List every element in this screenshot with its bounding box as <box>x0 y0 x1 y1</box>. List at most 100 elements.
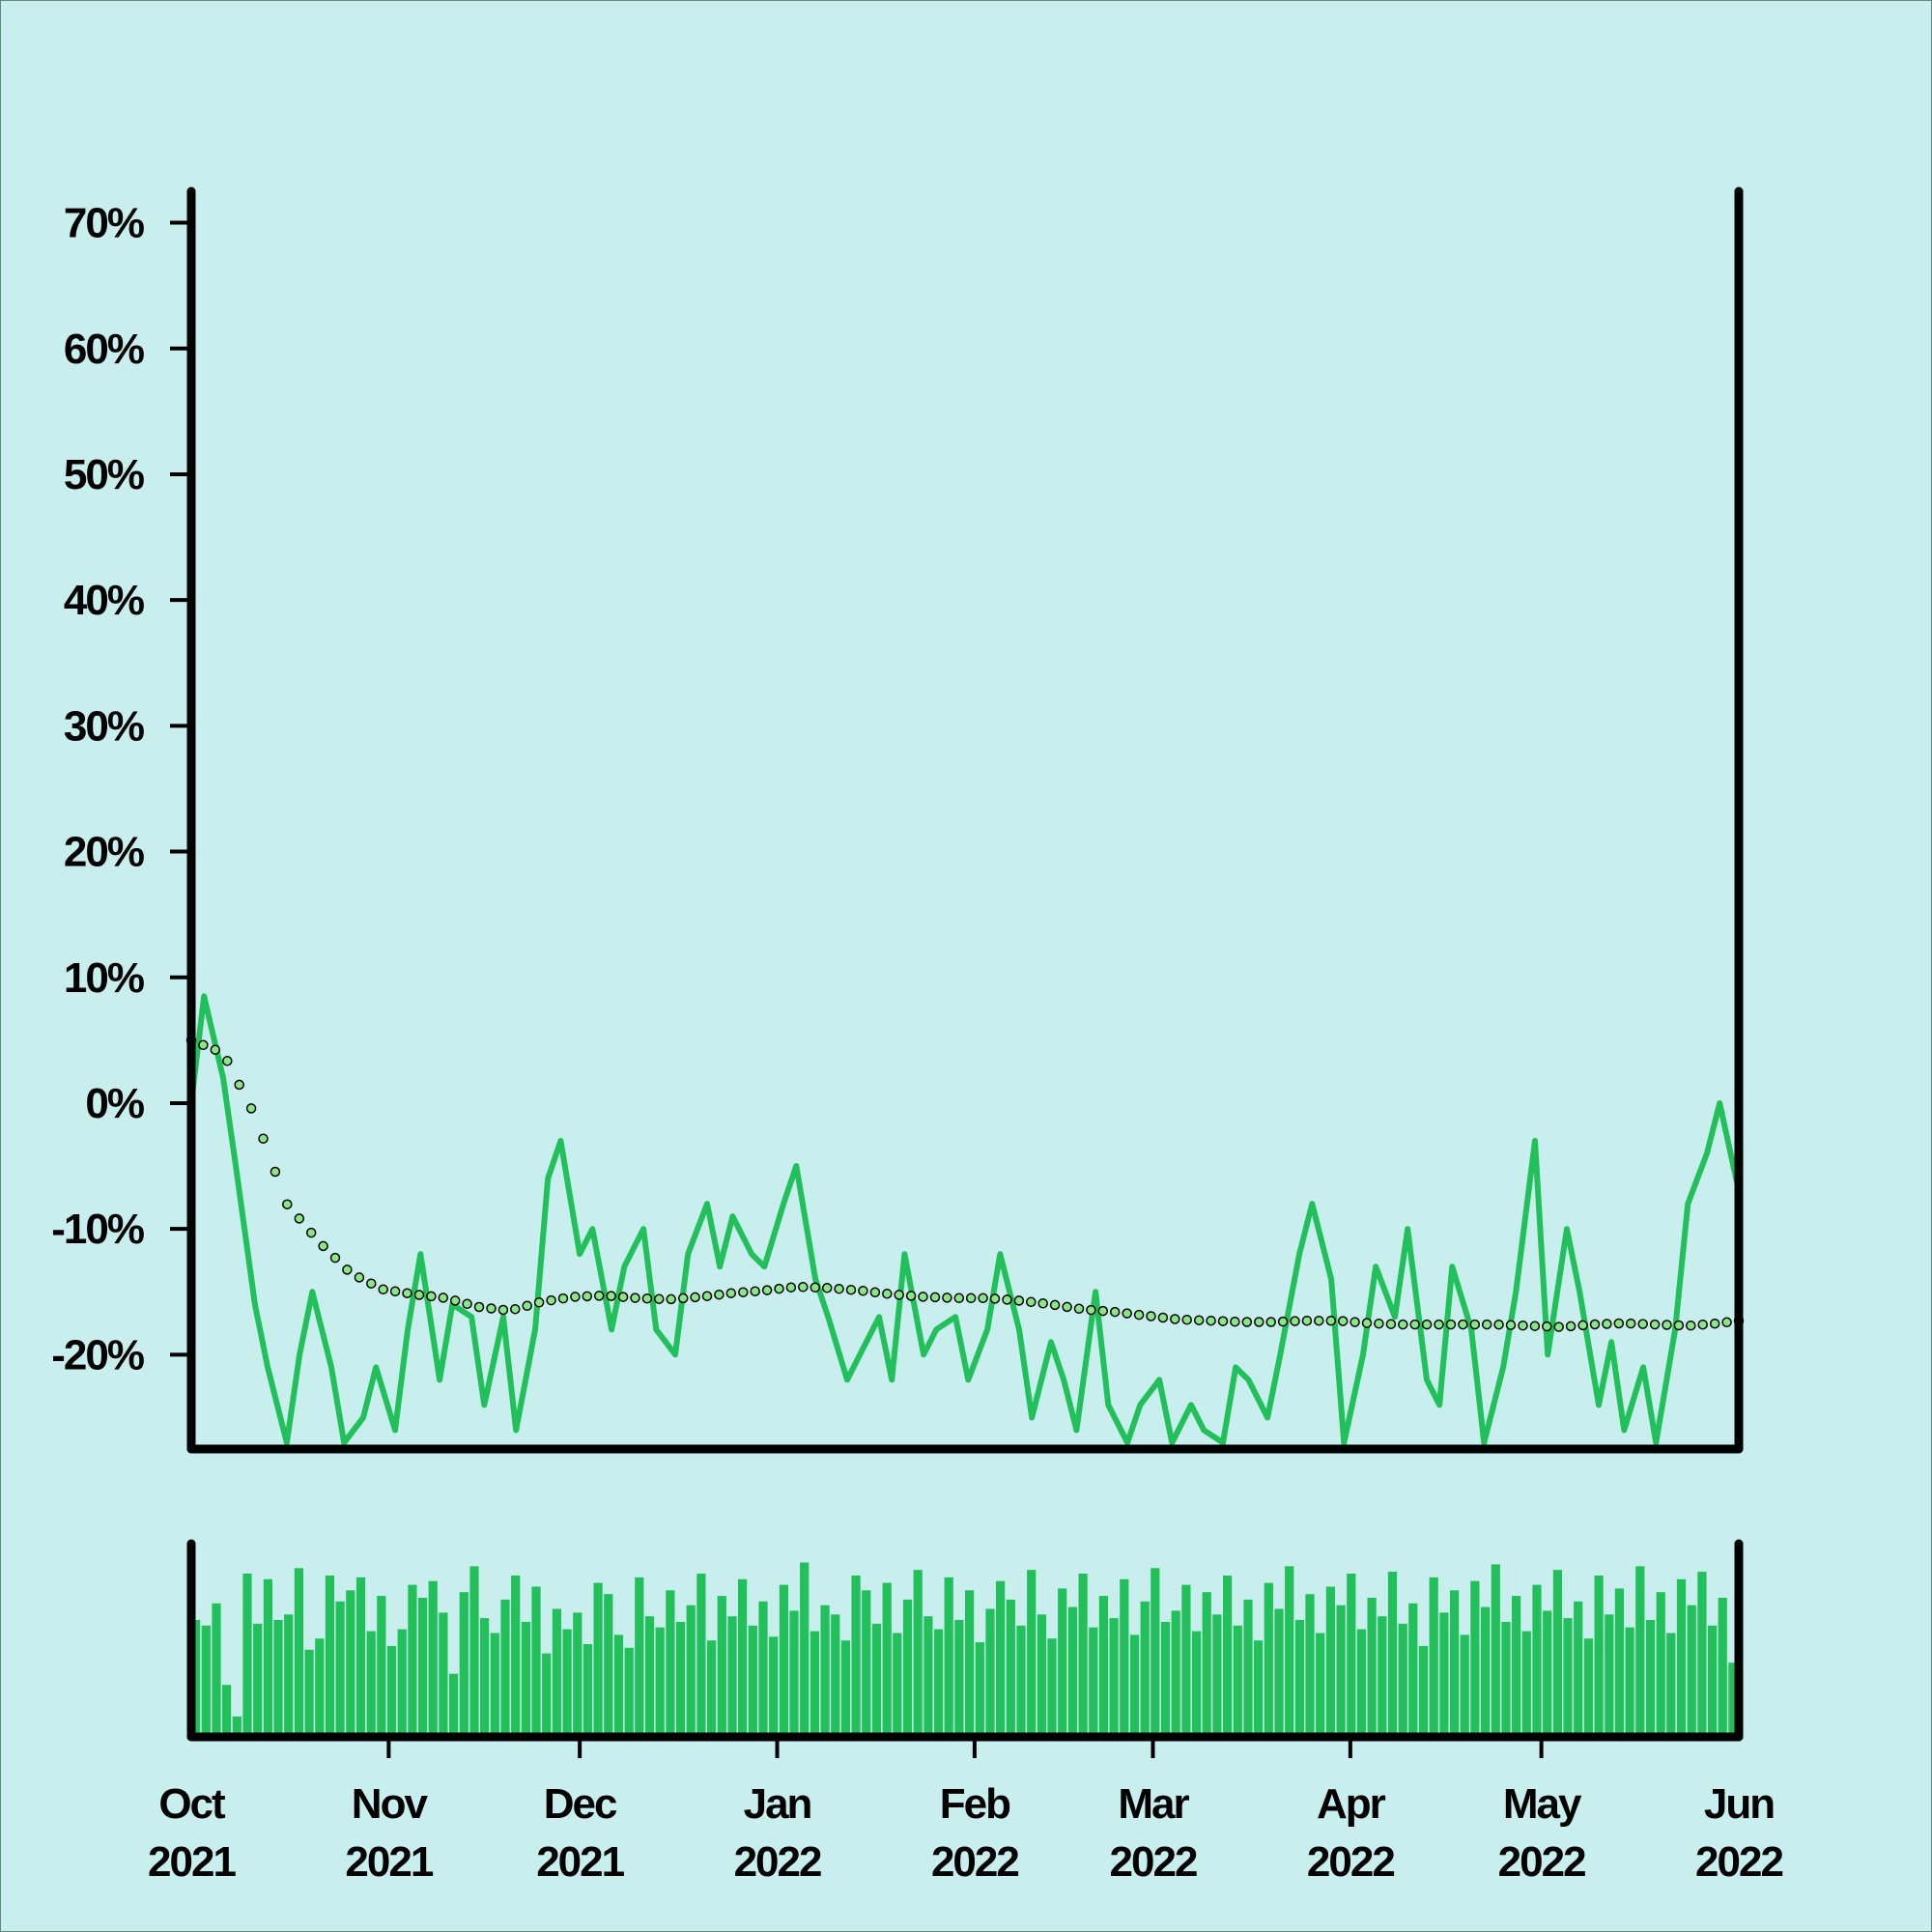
y-tick-label: 40% <box>64 577 144 624</box>
trend-dot <box>845 1284 857 1295</box>
trend-dot <box>294 1213 305 1224</box>
volume-bar <box>222 1685 232 1737</box>
trend-dot <box>1493 1319 1504 1330</box>
trend-dot <box>942 1293 952 1303</box>
trend-dot <box>1458 1319 1468 1330</box>
volume-bar <box>1614 1588 1624 1737</box>
volume-bar <box>686 1605 696 1737</box>
volume-bar <box>1481 1606 1491 1737</box>
volume-bar <box>582 1644 592 1737</box>
trend-dot <box>1542 1321 1552 1332</box>
trend-dot <box>449 1295 461 1306</box>
volume-bar <box>1605 1614 1614 1737</box>
volume-bar <box>635 1577 644 1737</box>
volume-bar <box>480 1618 490 1737</box>
volume-bar <box>573 1612 582 1737</box>
trend-dot <box>1254 1317 1264 1327</box>
volume-bar <box>511 1576 521 1737</box>
volume-bar <box>1223 1576 1233 1737</box>
volume-bar <box>1006 1599 1015 1737</box>
trend-dot <box>1350 1317 1360 1327</box>
trend-dot <box>1097 1305 1109 1317</box>
trend-dot <box>522 1300 532 1312</box>
x-tick-label-month: Dec <box>544 1780 617 1828</box>
trend-dot <box>630 1293 640 1303</box>
volume-bar <box>1254 1640 1264 1737</box>
trend-dot <box>1421 1319 1433 1330</box>
trend-dot <box>462 1298 472 1310</box>
trend-dot <box>1481 1319 1492 1330</box>
volume-bar <box>1098 1596 1108 1737</box>
volume-bar <box>1687 1605 1696 1737</box>
volume-bar <box>738 1578 748 1737</box>
volume-bar <box>500 1599 510 1737</box>
volume-bar <box>439 1612 448 1737</box>
trend-dot <box>1385 1319 1397 1329</box>
trend-dot <box>617 1292 629 1302</box>
trend-dot <box>1193 1315 1205 1325</box>
volume-bar <box>1666 1633 1676 1737</box>
volume-bar <box>758 1601 768 1737</box>
volume-bar <box>1501 1622 1511 1737</box>
volume-bar <box>1347 1574 1356 1737</box>
volume-bar <box>386 1645 397 1737</box>
volume-bar <box>325 1576 334 1737</box>
trend-dot <box>1445 1319 1457 1330</box>
trend-dot <box>677 1293 689 1304</box>
trend-dot <box>1398 1319 1408 1330</box>
volume-bar <box>985 1608 995 1737</box>
trend-dot <box>1241 1317 1253 1327</box>
trend-dot <box>1013 1295 1025 1306</box>
trend-dot <box>1265 1317 1276 1327</box>
y-tick-label: 10% <box>64 954 144 1002</box>
trend-dot <box>258 1133 269 1144</box>
volume-bar <box>1728 1662 1738 1737</box>
volume-bar <box>428 1580 438 1737</box>
trend-dot <box>882 1289 893 1299</box>
volume-bar <box>1233 1625 1242 1737</box>
volume-bar <box>1367 1598 1377 1737</box>
trend-dot <box>798 1282 809 1293</box>
trend-dot <box>1122 1308 1132 1319</box>
volume-bar <box>1439 1612 1449 1737</box>
trend-dot <box>1469 1319 1481 1330</box>
volume-bar <box>1316 1633 1325 1737</box>
volume-bar <box>377 1596 386 1737</box>
volume-bar <box>902 1599 913 1737</box>
trend-dot <box>1230 1316 1240 1327</box>
trend-dot <box>413 1290 425 1300</box>
y-tick-label: 60% <box>64 326 144 373</box>
volume-bar <box>1697 1572 1707 1737</box>
trend-dot <box>965 1293 977 1304</box>
trend-dot <box>1049 1299 1061 1311</box>
volume-bar <box>191 1620 201 1737</box>
x-tick-label-month: Jan <box>744 1780 811 1828</box>
volume-bar <box>253 1623 263 1737</box>
trend-dot <box>1529 1321 1541 1331</box>
trend-dot <box>774 1283 784 1294</box>
trend-dot <box>318 1240 328 1252</box>
trend-dot <box>1709 1318 1720 1329</box>
volume-bar <box>1450 1590 1460 1737</box>
trend-dot <box>389 1286 401 1297</box>
trend-dot <box>497 1304 509 1316</box>
volume-bar <box>1140 1601 1150 1737</box>
volume-bar <box>1635 1566 1645 1737</box>
volume-bar <box>655 1627 665 1737</box>
trend-dot <box>1109 1306 1121 1318</box>
trend-dot <box>270 1166 281 1178</box>
trend-dot <box>222 1056 233 1066</box>
trend-dot <box>570 1292 581 1302</box>
volume-bar <box>273 1620 283 1737</box>
trend-dot <box>1133 1309 1145 1321</box>
volume-bar <box>893 1633 902 1737</box>
volume-bar <box>1563 1618 1573 1737</box>
volume-bar <box>552 1608 561 1737</box>
trend-dot <box>1602 1319 1612 1329</box>
trend-dot <box>282 1199 293 1209</box>
volume-bar <box>965 1590 975 1737</box>
trend-dot <box>1073 1303 1085 1315</box>
volume-bar <box>1192 1631 1202 1737</box>
volume-bar <box>975 1642 984 1737</box>
